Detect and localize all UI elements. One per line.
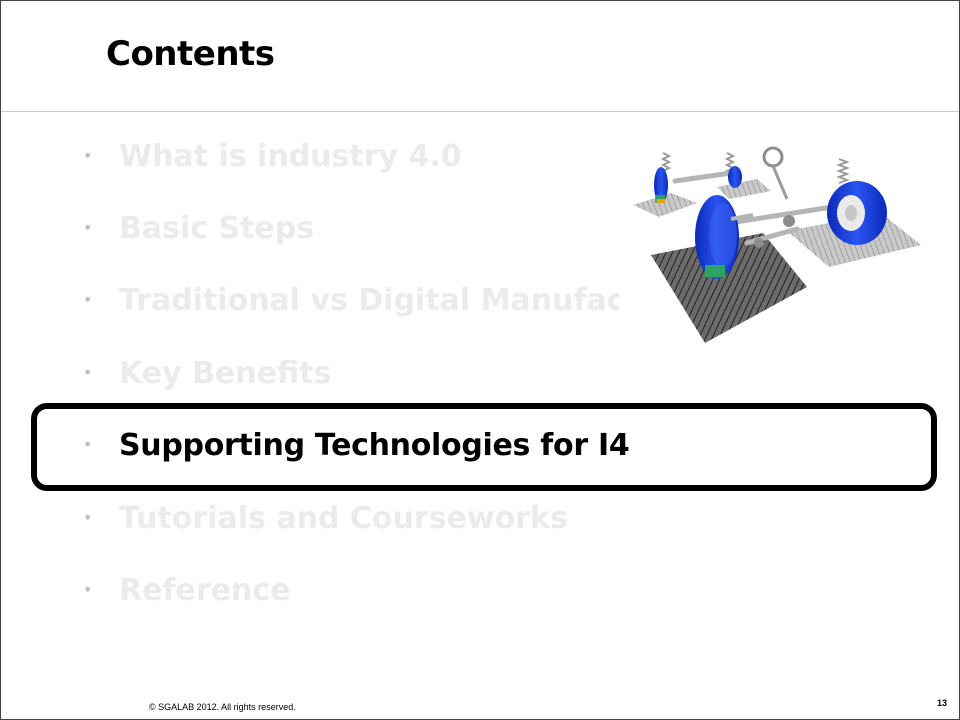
contents-item-what-is-industry: • What is industry 4.0 [83,136,462,176]
contents-item-basic-steps: • Basic Steps [83,208,314,248]
bullet: • [83,146,93,165]
copyright-footer: © SGALAB 2012. All rights reserved. [149,702,296,712]
contents-item-supporting-technologies: • Supporting Technologies for I4 [83,425,630,465]
bullet: • [83,290,93,309]
bullet: • [83,508,93,527]
bullet: • [83,435,93,454]
contents-item-label: Tutorials and Courseworks [119,500,568,536]
contents-item-label: Reference [119,572,291,608]
active-item-highlight-box [31,403,937,491]
contents-item-label: Supporting Technologies for I4 [119,427,630,463]
contents-item-traditional-vs-digital: • Traditional vs Digital Manufactur [83,280,675,320]
contents-item-key-benefits: • Key Benefits [83,353,331,393]
bullet: • [83,218,93,237]
bullet: • [83,580,93,599]
page-number: 13 [936,698,947,708]
contents-item-label: Key Benefits [119,355,332,391]
road-pad [633,193,697,217]
contents-item-tutorials: • Tutorials and Courseworks [83,498,568,538]
slide-title: Contents [106,34,275,74]
bullet: • [83,363,93,382]
contents-item-label: Basic Steps [119,210,315,246]
contents-item-label: Traditional vs Digital Manufactur [119,282,676,318]
vehicle-suspension-illustration [619,139,931,345]
contents-item-label: What is industry 4.0 [119,138,462,174]
title-divider [1,111,959,112]
contents-item-reference: • Reference [83,570,290,610]
